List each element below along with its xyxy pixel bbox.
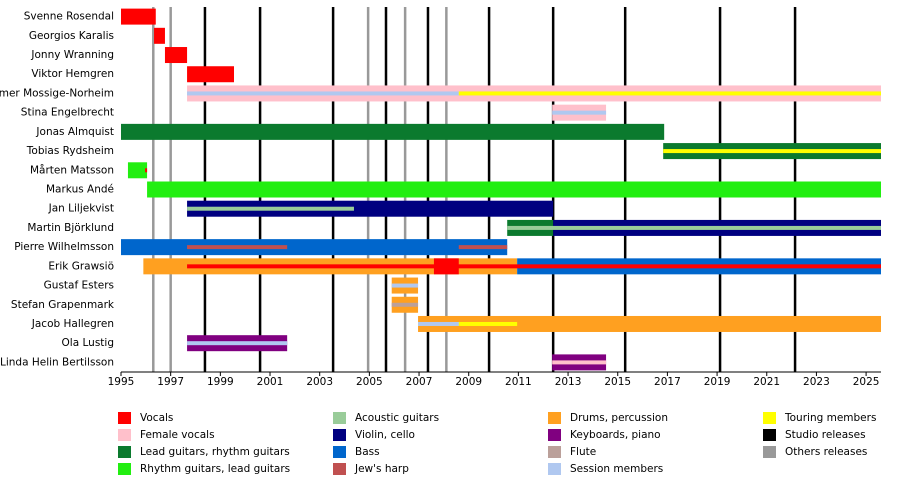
role-stripe (507, 225, 881, 230)
member-name: Jacob Hallegren (31, 318, 114, 330)
role-stripe (458, 245, 508, 250)
x-tick-label: 2005 (356, 376, 383, 388)
role-stripe (187, 206, 354, 211)
x-tick-label: 2015 (604, 376, 631, 388)
legend-label: Violin, cello (355, 429, 415, 441)
x-tick-label: 2025 (853, 376, 880, 388)
legend-swatch (548, 429, 561, 441)
role-bar (187, 66, 235, 83)
legend-label: Female vocals (140, 429, 215, 441)
role-bar (418, 315, 881, 332)
role-stripe (145, 168, 148, 173)
role-bar (127, 162, 148, 179)
member-name: Gustaf Esters (44, 280, 114, 292)
legend-label: Studio releases (785, 429, 866, 441)
member-name: Ymer Mossige-Norheim (0, 87, 114, 99)
legend-label: Vocals (140, 412, 173, 424)
role-stripe (663, 149, 881, 154)
member-name: Stefan Grapenmark (11, 299, 115, 311)
role-bar (121, 123, 665, 140)
legend-label: Acoustic guitars (355, 412, 439, 424)
x-tick-label: 2003 (306, 376, 333, 388)
role-stripe (391, 302, 419, 307)
role-bar (187, 200, 554, 217)
x-tick-label: 2023 (803, 376, 830, 388)
member-name: Mårten Matsson (30, 163, 114, 176)
x-tick-label: 2009 (455, 376, 482, 388)
legend-swatch (118, 463, 131, 475)
legend-label: Touring members (784, 412, 876, 424)
member-name: Tobias Rydsheim (26, 145, 114, 157)
role-stripe (187, 245, 288, 250)
legend-swatch (763, 412, 776, 424)
member-name: Pierre Wilhelmsson (14, 241, 114, 253)
role-stripe (552, 360, 607, 365)
legend-swatch (333, 463, 346, 475)
member-name: Linda Helin Bertilsson (0, 356, 114, 368)
legend-swatch (548, 446, 561, 458)
member-name: Ola Lustig (62, 337, 114, 349)
x-tick-label: 2017 (654, 376, 681, 388)
x-tick-label: 2019 (704, 376, 731, 388)
role-bar (121, 8, 156, 25)
member-name: Martin Björklund (27, 222, 114, 234)
role-bar (164, 47, 188, 64)
legend-swatch (118, 429, 131, 441)
legend-label: Flute (570, 446, 596, 458)
legend-swatch (548, 463, 561, 475)
x-tick-label: 2011 (505, 376, 532, 388)
role-bar (147, 181, 881, 198)
member-name: Stina Engelbrecht (21, 107, 114, 119)
legend-swatch (763, 429, 776, 441)
role-stripe (187, 91, 459, 96)
member-name: Jan Liljekvist (48, 203, 114, 215)
member-name: Erik Grawsiö (48, 260, 114, 272)
x-tick-label: 2021 (753, 376, 780, 388)
role-bar (154, 27, 165, 44)
role-stripe (187, 341, 288, 346)
legend-label: Rhythm guitars, lead guitars (140, 463, 290, 475)
legend-label: Others releases (785, 446, 867, 458)
role-stripe (391, 283, 419, 288)
x-tick-label: 1995 (108, 376, 135, 388)
role-stripe (552, 110, 607, 115)
member-name: Georgios Karalis (29, 30, 114, 42)
legend-swatch (333, 412, 346, 424)
member-name: Markus Andé (46, 184, 114, 196)
member-name: Svenne Rosendal (24, 11, 114, 23)
legend-label: Session members (570, 463, 663, 475)
legend-swatch (118, 412, 131, 424)
legend-swatch (333, 446, 346, 458)
legend-label: Keyboards, piano (570, 429, 661, 441)
x-tick-label: 2001 (257, 376, 284, 388)
role-stripe (187, 264, 881, 269)
legend-swatch (118, 446, 131, 458)
legend-label: Jew's harp (354, 463, 409, 475)
x-tick-label: 1999 (207, 376, 234, 388)
member-name: Jonny Wranning (30, 49, 114, 61)
role-bar (121, 239, 508, 256)
legend-swatch (333, 429, 346, 441)
legend-label: Drums, percussion (570, 412, 668, 424)
role-stripe (418, 321, 518, 326)
x-tick-label: 1997 (157, 376, 184, 388)
role-stripe (458, 91, 881, 96)
legend-label: Lead guitars, rhythm guitars (140, 446, 290, 458)
legend-swatch (548, 412, 561, 424)
member-name: Viktor Hemgren (31, 68, 114, 80)
x-tick-label: 2007 (406, 376, 433, 388)
member-name: Jonas Almquist (35, 126, 114, 138)
role-stripe (418, 321, 459, 326)
x-tick-label: 2013 (555, 376, 582, 388)
legend-label: Bass (355, 446, 380, 458)
legend-swatch (763, 446, 776, 458)
